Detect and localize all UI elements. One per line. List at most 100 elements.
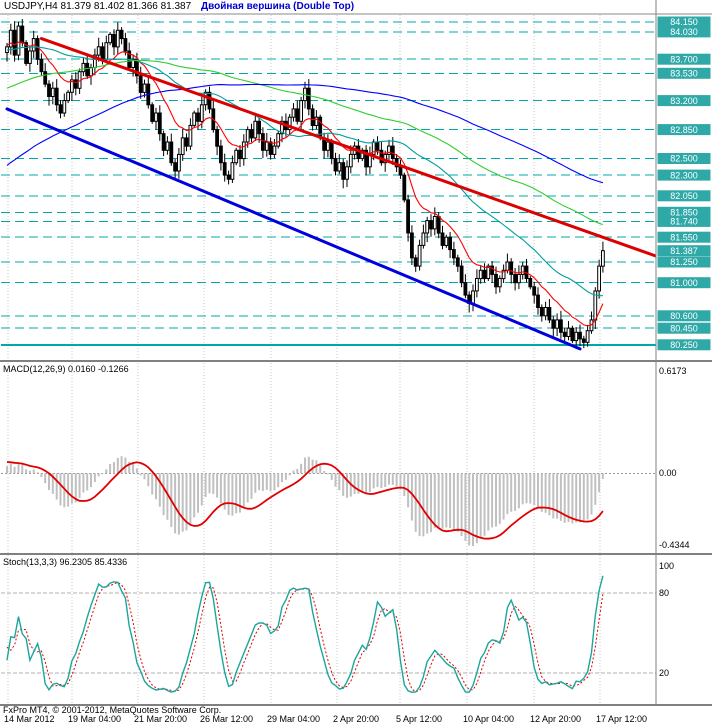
price-label-box — [657, 245, 711, 257]
time-label: 14 Mar 2012 — [4, 714, 55, 724]
price-label-box — [657, 153, 711, 164]
candle-body — [501, 269, 506, 280]
candle-body — [490, 265, 495, 275]
candle-body — [463, 282, 468, 296]
stoch-scale-20: 20 — [659, 668, 670, 678]
candle-body — [421, 232, 426, 246]
candle-body — [509, 261, 514, 275]
macd-scale-zero: 0.00 — [659, 468, 677, 478]
candle-body — [241, 141, 246, 160]
price-label-box — [657, 190, 711, 202]
time-label: 26 Mar 12:00 — [200, 714, 254, 724]
candle-body — [528, 278, 533, 288]
candle-body — [115, 29, 120, 48]
candle-body — [154, 112, 158, 122]
time-label: 21 Mar 20:00 — [134, 714, 188, 724]
candle-body — [329, 141, 334, 160]
candle-body — [517, 273, 521, 284]
candle-body — [100, 46, 105, 60]
macd-label: MACD(12,26,9) 0.0160 -0.1266 — [3, 364, 129, 374]
price-label-box — [657, 53, 711, 65]
price-label-box — [657, 169, 711, 181]
time-axis[interactable]: 14 Mar 2012 19 Mar 04:00 21 Mar 20:00 26 Ma… — [0, 714, 660, 724]
candle-body — [245, 129, 250, 143]
panel-borders[interactable] — [0, 0, 712, 706]
ma-line-40 — [6, 46, 603, 297]
candle-body — [291, 108, 296, 118]
time-label: 2 Apr 20:00 — [333, 714, 380, 724]
macd-indicator — [1, 456, 656, 546]
time-label: 29 Mar 04:00 — [267, 714, 321, 724]
candle-body — [20, 25, 25, 44]
candle-body — [520, 265, 525, 275]
candle-body — [547, 307, 552, 321]
price-label-box — [657, 231, 711, 243]
trendlines[interactable] — [5, 37, 656, 351]
candle-body — [448, 236, 453, 251]
candle-body — [161, 133, 166, 151]
candle-body — [108, 33, 112, 44]
candle-body — [226, 174, 231, 180]
candle-body — [35, 38, 40, 60]
time-label: 10 Apr 04:00 — [463, 714, 515, 724]
candle-body — [119, 29, 124, 40]
candle-body — [318, 116, 323, 139]
candle-body — [131, 58, 135, 69]
candle-body — [597, 265, 602, 292]
candle-body — [387, 145, 391, 155]
price-label-box — [657, 215, 711, 227]
candle-body — [280, 120, 284, 135]
candle-body — [89, 67, 93, 77]
candle-body — [207, 91, 212, 110]
candle-body — [543, 307, 548, 317]
candle-body — [165, 141, 170, 151]
candle-body — [459, 265, 464, 284]
price-label: 83.700 — [670, 54, 698, 64]
candle-body — [455, 257, 460, 267]
candle-body — [425, 220, 430, 234]
moving-averages — [6, 41, 604, 327]
candle-body — [348, 153, 353, 168]
price-label: 81.000 — [670, 278, 698, 288]
candle-body — [314, 116, 319, 126]
candle-body — [219, 145, 223, 164]
copyright-text: FxPro MT4, © 2001-2012, MetaQuotes Softw… — [3, 705, 222, 715]
descending-support — [5, 107, 582, 351]
candle-body — [566, 327, 571, 338]
candle-body — [150, 104, 155, 122]
candle-body — [28, 50, 32, 64]
candle-body — [444, 236, 449, 246]
candle-body — [471, 290, 475, 304]
candle-body — [104, 42, 109, 60]
candle-body — [70, 79, 74, 93]
candle-body — [440, 232, 445, 246]
price-label: 82.050 — [670, 191, 698, 201]
candle-body — [276, 133, 281, 147]
candle-body — [234, 149, 239, 164]
price-label-box — [657, 256, 711, 268]
price-label: 81.850 — [670, 208, 698, 218]
price-label-box — [657, 277, 711, 289]
price-label-box — [657, 26, 711, 38]
price-label: 80.250 — [670, 340, 698, 350]
price-label: 81.387 — [670, 246, 698, 256]
candle-body — [261, 133, 265, 151]
price-label: 81.250 — [670, 257, 698, 267]
candle-body — [398, 166, 403, 176]
pattern-annotation: Двойная вершина (Double Top) — [201, 1, 355, 12]
candle-body — [413, 257, 418, 267]
price-label-box — [657, 124, 711, 136]
candle-body — [299, 100, 304, 122]
candle-body — [272, 145, 277, 155]
candle-body — [345, 166, 349, 180]
symbol-ohlc-title: USDJPY,H4 81.379 81.402 81.366 81.387 — [4, 1, 192, 12]
candle-body — [180, 137, 185, 155]
candle-body — [360, 149, 365, 160]
candle-body — [574, 331, 579, 342]
candle-body — [482, 269, 487, 280]
candle-body — [532, 286, 537, 296]
candle-body — [429, 220, 433, 230]
candle-body — [196, 112, 200, 122]
